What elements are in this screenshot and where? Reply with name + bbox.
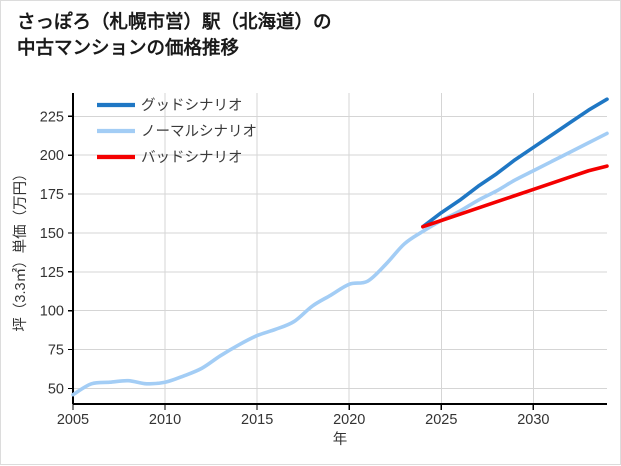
x-tick-label: 2015: [241, 412, 273, 428]
x-tick-label: 2005: [57, 412, 89, 428]
y-tick-label: 100: [40, 304, 64, 320]
legend-label: ノーマルシナリオ: [141, 124, 257, 140]
x-tick-label: 2025: [425, 412, 457, 428]
y-tick-label: 125: [40, 265, 64, 281]
x-tick-label: 2030: [517, 412, 549, 428]
y-tick-label: 50: [48, 381, 64, 397]
data-series-group: [71, 97, 609, 397]
series-line-good: [421, 97, 609, 229]
legend-label: グッドシナリオ: [141, 97, 243, 114]
x-tick-label: 2020: [333, 412, 365, 428]
y-tick-label: 75: [48, 343, 64, 359]
x-tick-labels-group: 2005 2010 2015 2020 2025 2030: [57, 404, 549, 428]
page-title: さっぽろ（札幌市営）駅（北海道）の 中古マンションの価格推移: [17, 11, 332, 59]
series-line-bad: [421, 164, 609, 229]
y-tick-label: 175: [40, 187, 64, 203]
series-line-normal: [71, 131, 609, 397]
y-tick-labels-group: 50 75 100 125 150 175 200 225: [40, 109, 73, 397]
legend-label: バッドシナリオ: [141, 150, 243, 166]
gridlines-group: [72, 93, 607, 404]
y-axis-title: 坪（3.3㎡）単価（万円）: [12, 166, 29, 331]
axis-spines-group: [71, 93, 607, 406]
y-tick-label: 200: [40, 148, 64, 164]
y-tick-label: 150: [40, 226, 64, 242]
x-tick-label: 2010: [149, 412, 181, 428]
x-axis-title: 年: [333, 431, 348, 448]
y-tick-label: 225: [40, 109, 64, 125]
